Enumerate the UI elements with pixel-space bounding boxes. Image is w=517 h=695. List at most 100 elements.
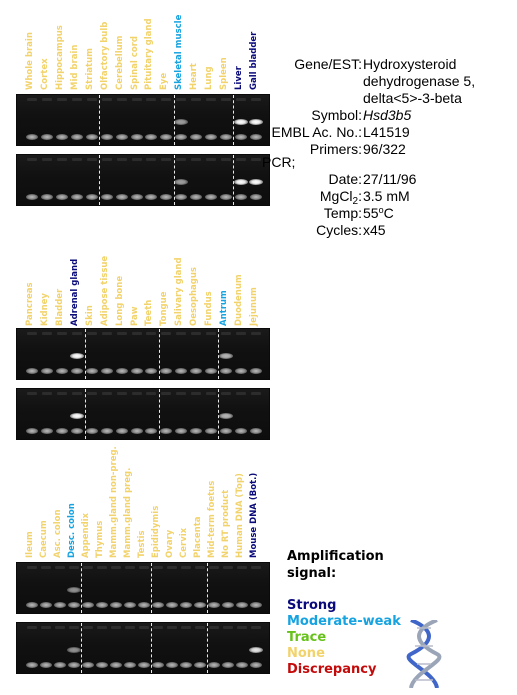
primer-dimer-band (219, 428, 232, 434)
primer-dimer-band (100, 194, 113, 200)
lane-label: Hippocampus (55, 25, 66, 90)
gel-image-top (16, 562, 270, 614)
primer-dimer-band (85, 368, 98, 374)
primer-dimer-band (145, 194, 158, 200)
gel-well (235, 158, 246, 161)
gel-well (69, 566, 79, 569)
gel-well (139, 626, 149, 629)
gel-well (83, 566, 93, 569)
gel-well (220, 158, 231, 161)
gel-well (131, 392, 142, 395)
symbol-row: Symbol: Hsd3b5 (262, 107, 512, 125)
lane-label: Kidney (40, 293, 51, 326)
gel-well (191, 158, 202, 161)
gel-well (27, 158, 38, 161)
gel-well (153, 566, 163, 569)
gel-well (237, 566, 247, 569)
gel-well (131, 158, 142, 161)
primer-dimer-band (41, 134, 54, 140)
lane-group-separator (233, 155, 235, 205)
primer-dimer-band (152, 662, 164, 668)
primer-dimer-band (110, 602, 122, 608)
lane-group-separator (158, 329, 160, 379)
primer-dimer-band (219, 368, 232, 374)
lane-label: Oesophagus (189, 267, 200, 326)
primers-row: Primers: 96/322 (262, 141, 512, 159)
primer-dimer-band (26, 428, 39, 434)
gel-image-top (16, 328, 270, 380)
primer-dimer-band (115, 428, 128, 434)
gel-image-bottom (16, 388, 270, 440)
lane-group-separator (81, 623, 82, 673)
gel-well (220, 332, 231, 335)
gel-well (101, 332, 112, 335)
gel-well (205, 158, 216, 161)
gel-well (125, 626, 135, 629)
lane-label: Ileum (25, 531, 35, 558)
gel-well (97, 626, 107, 629)
primer-dimer-band (175, 428, 188, 434)
primer-dimer-band (175, 194, 188, 200)
primer-dimer-band (71, 194, 84, 200)
gel-well (181, 626, 191, 629)
lane-group-separator (84, 389, 86, 439)
lane-label: Mouse DNA (Bot.) (249, 472, 259, 558)
legend-item-moderate-weak: Moderate-weak (287, 614, 401, 629)
primer-dimer-band (236, 602, 248, 608)
lane-label: Appendix (81, 512, 91, 558)
gel-well (27, 626, 37, 629)
gel-well (125, 566, 135, 569)
primer-dimer-band (26, 602, 38, 608)
primers-key: Primers: (309, 141, 362, 157)
lane-label: Tongue (159, 291, 170, 326)
gel-well (146, 332, 157, 335)
gel-well (251, 566, 261, 569)
primer-dimer-band (208, 602, 220, 608)
lane-label: Mamm.gland non-preg. (109, 446, 119, 558)
lane-group-separator (81, 563, 82, 613)
gel-well (153, 626, 163, 629)
lane-label: Epididymis (151, 505, 161, 558)
lane-group-separator (173, 95, 175, 145)
lane-label: Skin (84, 305, 95, 326)
primer-dimer-band (115, 194, 128, 200)
gel-well (205, 98, 216, 101)
lane-label: Mid brain (70, 44, 81, 90)
lane-group-separator (158, 389, 160, 439)
primer-dimer-band (130, 194, 143, 200)
primer-dimer-band (219, 134, 232, 140)
primer-dimer-band (194, 662, 206, 668)
primer-dimer-band (138, 662, 150, 668)
lane-label: Spleen (218, 57, 229, 90)
gel-well (55, 566, 65, 569)
gel-well (111, 626, 121, 629)
gel-well (176, 392, 187, 395)
lane-labels: Ileum Caecum Asc. colon Desc. colon Appendix… (0, 446, 270, 558)
gel-well (116, 332, 127, 335)
primer-dimer-band (124, 602, 136, 608)
lane-label: Antrum (218, 290, 229, 326)
primer-dimer-band (130, 134, 143, 140)
gel-well (101, 98, 112, 101)
gel-well (27, 332, 38, 335)
gel-well (220, 98, 231, 101)
primer-dimer-band (124, 662, 136, 668)
gel-well (250, 158, 261, 161)
gel-image-bottom (16, 622, 270, 674)
mgcl-key-colon: : (358, 188, 362, 204)
primer-dimer-band (96, 602, 108, 608)
lane-label: Heart (189, 63, 200, 90)
gel-well (42, 392, 53, 395)
primer-dimer-band (204, 134, 217, 140)
primer-dimer-band (190, 368, 203, 374)
primer-dimer-band (100, 428, 113, 434)
gel-well (195, 626, 205, 629)
lane-label: Human DNA (Top) (235, 473, 245, 558)
gel-image-top (16, 94, 270, 146)
dna-helix-icon (406, 620, 442, 688)
gel-well (176, 332, 187, 335)
primer-dimer-band (208, 662, 220, 668)
pcr-product-band (233, 119, 248, 125)
primer-dimer-band (56, 368, 69, 374)
primer-dimer-band (130, 428, 143, 434)
